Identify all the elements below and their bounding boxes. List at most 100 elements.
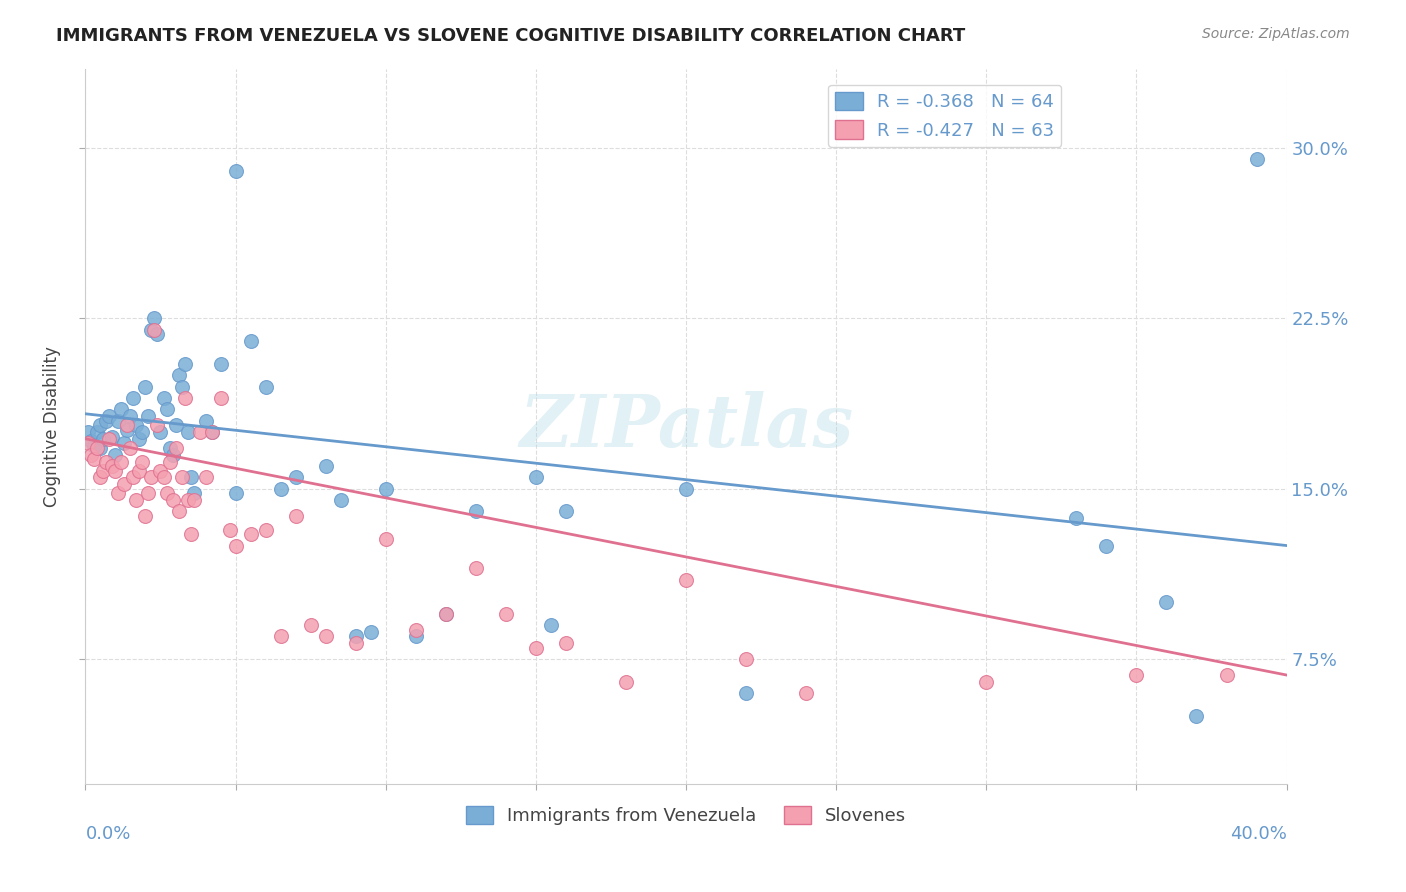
Point xyxy=(155,486,177,500)
Point xyxy=(225,163,247,178)
Point xyxy=(218,523,240,537)
Point xyxy=(120,409,142,423)
Point xyxy=(149,464,172,478)
Point xyxy=(159,454,181,468)
Point xyxy=(540,618,562,632)
Point xyxy=(344,629,367,643)
Point xyxy=(114,477,136,491)
Point xyxy=(735,686,758,700)
Point xyxy=(117,423,139,437)
Point xyxy=(344,636,367,650)
Point xyxy=(284,509,307,524)
Point xyxy=(239,334,262,348)
Point xyxy=(524,470,547,484)
Point xyxy=(1095,539,1118,553)
Point xyxy=(120,441,142,455)
Point xyxy=(405,623,427,637)
Point xyxy=(152,391,174,405)
Point xyxy=(315,458,337,473)
Point xyxy=(77,436,100,450)
Point xyxy=(200,425,222,439)
Point xyxy=(125,418,148,433)
Point xyxy=(143,323,166,337)
Point xyxy=(104,448,127,462)
Point xyxy=(225,486,247,500)
Point xyxy=(146,418,169,433)
Point xyxy=(1246,153,1268,167)
Point xyxy=(101,458,124,473)
Point xyxy=(122,470,145,484)
Point xyxy=(675,573,697,587)
Point xyxy=(125,493,148,508)
Point xyxy=(101,429,124,443)
Point xyxy=(107,486,129,500)
Y-axis label: Cognitive Disability: Cognitive Disability xyxy=(44,346,60,507)
Point xyxy=(794,686,817,700)
Text: IMMIGRANTS FROM VENEZUELA VS SLOVENE COGNITIVE DISABILITY CORRELATION CHART: IMMIGRANTS FROM VENEZUELA VS SLOVENE COG… xyxy=(56,27,966,45)
Point xyxy=(1156,595,1178,609)
Point xyxy=(104,464,127,478)
Point xyxy=(194,414,217,428)
Point xyxy=(138,486,160,500)
Point xyxy=(464,561,486,575)
Point xyxy=(155,402,177,417)
Text: 40.0%: 40.0% xyxy=(1230,825,1286,843)
Text: 0.0%: 0.0% xyxy=(86,825,131,843)
Point xyxy=(464,504,486,518)
Point xyxy=(122,391,145,405)
Point xyxy=(86,425,108,439)
Point xyxy=(128,464,150,478)
Point xyxy=(299,618,322,632)
Point xyxy=(315,629,337,643)
Point xyxy=(138,409,160,423)
Legend: Immigrants from Venezuela, Slovenes: Immigrants from Venezuela, Slovenes xyxy=(458,798,914,832)
Point xyxy=(176,493,198,508)
Point xyxy=(524,640,547,655)
Point xyxy=(131,454,153,468)
Point xyxy=(110,402,132,417)
Point xyxy=(254,523,277,537)
Point xyxy=(165,441,187,455)
Point xyxy=(1125,668,1147,682)
Point xyxy=(128,432,150,446)
Point xyxy=(114,436,136,450)
Point xyxy=(173,357,195,371)
Point xyxy=(239,527,262,541)
Point xyxy=(93,464,115,478)
Point xyxy=(162,493,184,508)
Point xyxy=(143,311,166,326)
Point xyxy=(735,652,758,666)
Point xyxy=(152,470,174,484)
Point xyxy=(188,425,211,439)
Point xyxy=(89,418,111,433)
Point xyxy=(86,441,108,455)
Point xyxy=(173,391,195,405)
Point xyxy=(180,527,202,541)
Point xyxy=(110,454,132,468)
Point xyxy=(209,357,232,371)
Point xyxy=(165,418,187,433)
Point xyxy=(284,470,307,484)
Point xyxy=(374,532,396,546)
Point xyxy=(209,391,232,405)
Point xyxy=(83,439,105,453)
Point xyxy=(360,624,382,639)
Point xyxy=(329,493,352,508)
Point xyxy=(194,470,217,484)
Text: Source: ZipAtlas.com: Source: ZipAtlas.com xyxy=(1202,27,1350,41)
Point xyxy=(134,379,156,393)
Point xyxy=(554,636,576,650)
Point xyxy=(83,452,105,467)
Point xyxy=(134,509,156,524)
Point xyxy=(89,441,111,455)
Point xyxy=(89,470,111,484)
Point xyxy=(200,425,222,439)
Point xyxy=(141,323,163,337)
Point xyxy=(270,482,292,496)
Point xyxy=(107,414,129,428)
Point xyxy=(254,379,277,393)
Point xyxy=(80,448,103,462)
Point xyxy=(554,504,576,518)
Point xyxy=(149,425,172,439)
Point xyxy=(183,486,205,500)
